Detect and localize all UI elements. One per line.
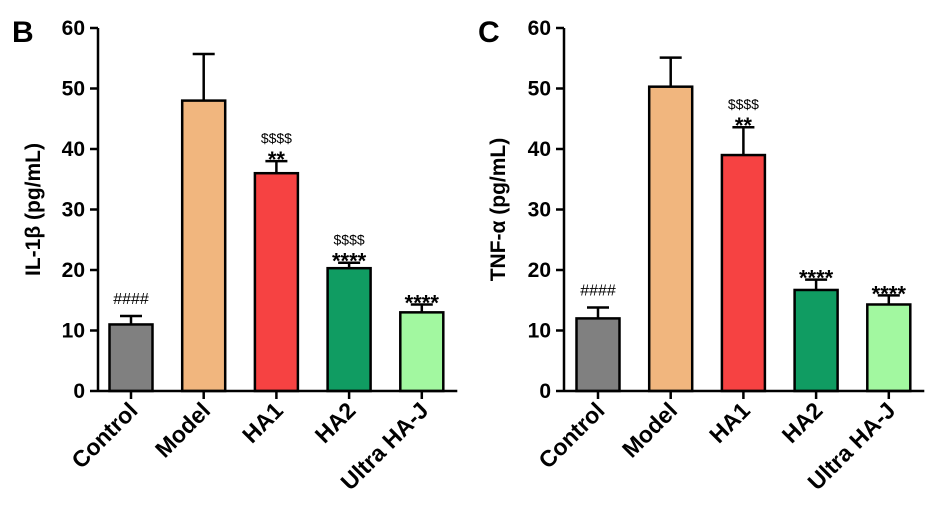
y-tick-label: 50 — [528, 78, 551, 101]
panel-letter: B — [12, 16, 34, 49]
bar-control — [575, 317, 621, 393]
bar-model — [647, 85, 694, 393]
y-tick-label: 40 — [62, 138, 85, 161]
category-label: Model — [150, 397, 215, 462]
significance-dollar: $$$$ — [261, 130, 292, 146]
significance-stars: ** — [268, 147, 286, 172]
y-tick-label: 30 — [528, 199, 551, 222]
significance-stars: ** — [735, 113, 753, 138]
category-label: HA1 — [237, 397, 288, 448]
y-tick-label: 60 — [62, 17, 85, 40]
bar-ha1 — [720, 153, 767, 393]
significance-stars: **** — [405, 290, 440, 315]
significance-stars: **** — [332, 249, 367, 274]
bar-model — [180, 99, 227, 393]
y-tick-label: 30 — [62, 199, 85, 222]
significance-hash: #### — [113, 291, 149, 308]
bar-ultra-ha-j — [399, 311, 445, 393]
significance-hash: #### — [580, 283, 616, 300]
significance-stars: **** — [872, 281, 907, 306]
bar-control — [108, 323, 154, 393]
category-label: Control — [66, 397, 142, 473]
y-tick-label: 60 — [528, 17, 551, 40]
category-label: HA1 — [704, 397, 755, 448]
category-label: Model — [617, 397, 682, 462]
y-tick-label: 50 — [62, 78, 85, 101]
bar-ultra-ha-j — [866, 303, 912, 393]
y-tick-label: 20 — [62, 259, 85, 282]
category-label: HA2 — [310, 397, 361, 448]
y-axis-title: TNF-α (pg/mL) — [487, 138, 510, 282]
y-tick-label: 40 — [528, 138, 551, 161]
significance-dollar: $$$$ — [728, 96, 759, 112]
y-tick-label: 0 — [539, 380, 551, 403]
y-tick-label: 20 — [528, 259, 551, 282]
significance-dollar: $$$$ — [334, 232, 365, 248]
y-axis-title: IL-1β (pg/mL) — [22, 143, 45, 276]
bar-ha2 — [793, 288, 839, 393]
category-label: HA2 — [777, 397, 828, 448]
y-tick-label: 10 — [528, 320, 551, 343]
panel-letter: C — [478, 16, 500, 49]
category-label: Control — [533, 397, 609, 473]
significance-stars: **** — [799, 266, 834, 291]
bar-ha1 — [253, 171, 300, 393]
y-tick-label: 10 — [62, 320, 85, 343]
bar-ha2 — [326, 266, 372, 393]
y-tick-label: 0 — [73, 380, 85, 403]
